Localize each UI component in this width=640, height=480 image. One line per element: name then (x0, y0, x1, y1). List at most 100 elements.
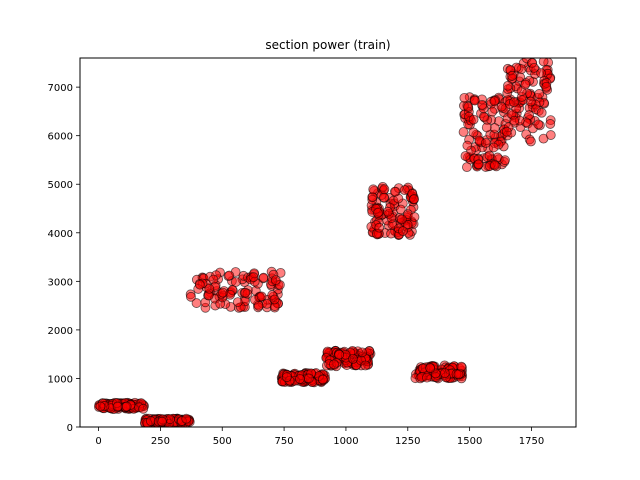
data-point (396, 214, 407, 225)
data-points (94, 58, 556, 427)
data-point (421, 372, 432, 383)
data-point (112, 401, 123, 412)
data-point (479, 111, 489, 122)
data-point (295, 374, 305, 384)
data-point (545, 130, 556, 140)
data-point (248, 272, 259, 283)
data-point (460, 151, 471, 161)
data-point (281, 372, 292, 383)
data-point (138, 403, 149, 414)
data-point (538, 58, 549, 67)
y-tick-label: 2000 (48, 326, 73, 337)
data-point (395, 204, 406, 215)
data-point (489, 160, 500, 171)
data-point (529, 62, 539, 73)
data-point (389, 186, 400, 197)
x-tick-label: 500 (213, 436, 232, 447)
data-point (95, 401, 106, 412)
data-point (503, 80, 513, 91)
data-point (232, 297, 243, 307)
x-tick-label: 1750 (519, 436, 544, 447)
data-point (533, 119, 544, 130)
data-point (463, 101, 474, 112)
data-point (379, 192, 389, 203)
data-point (334, 349, 345, 360)
data-point (462, 140, 473, 151)
data-point (270, 275, 281, 286)
y-tick-label: 7000 (48, 83, 73, 94)
data-point (269, 294, 280, 305)
data-point (509, 115, 520, 126)
data-point (217, 287, 228, 298)
plot-frame (79, 57, 577, 428)
y-tick-label: 1000 (48, 374, 73, 385)
y-tick-label: 4000 (48, 229, 73, 240)
y-tick-label: 6000 (48, 132, 73, 143)
data-point (489, 96, 500, 107)
data-point (374, 222, 385, 233)
data-point (318, 374, 328, 385)
y-axis: 0 1000 2000 3000 4000 5000 6000 7000 (48, 83, 80, 434)
x-axis: 0 250 500 750 1000 1250 1500 1750 (95, 427, 544, 447)
data-point (525, 96, 536, 107)
data-point (462, 162, 472, 173)
data-point (379, 184, 390, 195)
x-tick-label: 1000 (333, 436, 358, 447)
data-point (459, 92, 470, 103)
data-point (386, 228, 396, 239)
data-point (360, 360, 371, 371)
data-point (409, 212, 420, 222)
data-point (262, 298, 272, 309)
data-point (368, 184, 379, 195)
chart-title: section power (train) (265, 38, 390, 52)
data-point (456, 361, 467, 372)
x-tick-label: 1500 (457, 436, 482, 447)
data-point (487, 106, 498, 117)
data-point (258, 272, 269, 283)
data-point (224, 270, 235, 281)
data-point (458, 127, 469, 137)
data-point (541, 81, 552, 92)
data-point (520, 79, 531, 90)
data-point (509, 97, 519, 108)
data-point (357, 347, 368, 358)
data-point (480, 138, 491, 148)
data-point (181, 413, 192, 424)
data-point (488, 142, 499, 153)
y-tick-label: 3000 (48, 277, 73, 288)
data-point (409, 194, 419, 204)
data-point (256, 291, 267, 302)
data-point (468, 127, 479, 138)
data-point (477, 99, 488, 110)
data-point (473, 159, 484, 170)
data-point (526, 136, 536, 147)
data-point (240, 287, 251, 298)
data-point (425, 363, 436, 374)
x-tick-label: 250 (151, 436, 170, 447)
data-point (303, 373, 314, 384)
y-tick-label: 0 (67, 423, 73, 434)
data-point (329, 359, 339, 370)
data-point (536, 107, 547, 118)
data-point (484, 150, 495, 161)
data-point (469, 95, 480, 106)
data-point (398, 226, 408, 236)
data-point (253, 300, 264, 311)
data-point (500, 155, 510, 166)
data-point (439, 368, 450, 379)
y-tick-label: 5000 (48, 180, 73, 191)
data-point (194, 279, 205, 290)
data-point (348, 353, 358, 364)
x-tick-label: 0 (95, 436, 101, 447)
data-point (507, 70, 517, 81)
data-point (468, 114, 479, 125)
data-point (382, 206, 393, 217)
data-point (534, 89, 545, 99)
data-point (501, 126, 512, 137)
data-point (121, 401, 132, 412)
data-point (481, 122, 492, 133)
data-point (545, 119, 556, 129)
data-point (372, 208, 383, 218)
x-tick-label: 750 (275, 436, 294, 447)
